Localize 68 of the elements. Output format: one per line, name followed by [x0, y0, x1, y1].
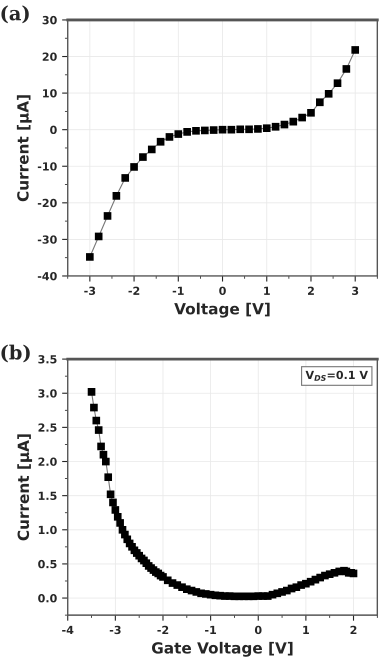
y-tick-label: 1.0 — [38, 526, 57, 534]
annotation: V$_{DS}$=0.1 V — [306, 370, 368, 381]
y-axis-title: Current [μA] — [17, 434, 32, 540]
y-tick-label: 20 — [42, 52, 57, 61]
x-tick-label: 2 — [308, 286, 314, 295]
point — [139, 153, 147, 161]
y-axis-title: Current [μA] — [16, 95, 32, 202]
y-tick-label: 0.0 — [38, 594, 57, 602]
x-axis-title: Voltage [V] — [174, 302, 270, 318]
x-tick-label: 1 — [264, 286, 270, 295]
point — [156, 138, 164, 146]
point — [272, 122, 280, 131]
x-tick-label: 1 — [303, 626, 309, 634]
y-tick-label: 30 — [42, 16, 57, 24]
point — [112, 192, 120, 200]
point — [342, 65, 350, 73]
point — [94, 232, 103, 240]
point — [121, 174, 130, 182]
y-tick-label: -40 — [38, 272, 57, 280]
point — [166, 133, 174, 141]
x-tick-label: -1 — [172, 286, 184, 295]
y-tick-label: 2.5 — [38, 423, 57, 432]
y-tick-label: 0.5 — [38, 560, 57, 568]
point — [245, 125, 253, 134]
y-tick-label: -10 — [38, 162, 57, 171]
y-tick-label: -20 — [38, 198, 57, 208]
point — [148, 146, 156, 154]
chart-title: (b) — [1, 344, 30, 362]
point — [289, 118, 298, 126]
x-tick-label: 0 — [254, 626, 262, 634]
point — [192, 126, 200, 135]
point — [316, 98, 324, 106]
point — [298, 114, 306, 122]
point — [130, 163, 138, 171]
point — [280, 120, 288, 128]
y-tick-label: 3.0 — [38, 389, 57, 398]
point — [254, 125, 262, 133]
x-axis-title: Gate Voltage [V] — [152, 642, 292, 657]
point — [334, 79, 342, 88]
x-tick-label: -3 — [110, 626, 121, 634]
point — [262, 124, 271, 132]
y-tick-label: -30 — [38, 235, 57, 244]
x-tick-label: -2 — [157, 626, 168, 634]
point — [307, 109, 315, 117]
point — [201, 126, 209, 134]
y-tick-label: 0 — [50, 126, 57, 134]
point — [210, 126, 218, 134]
point — [218, 126, 226, 134]
point — [236, 125, 244, 134]
x-tick-label: -3 — [84, 286, 96, 295]
x-tick-label: 3 — [352, 286, 358, 295]
point — [104, 212, 112, 220]
y-tick-label: 3.5 — [38, 355, 57, 364]
y-tick-label: 2.0 — [38, 457, 57, 466]
point — [228, 126, 236, 134]
y-tick-label: 1.5 — [38, 492, 57, 500]
point — [86, 253, 94, 261]
point — [183, 128, 191, 136]
point — [324, 90, 332, 98]
point — [351, 46, 360, 54]
x-tick-label: -1 — [205, 626, 216, 634]
y-tick-label: 10 — [43, 89, 57, 98]
x-tick-label: -2 — [128, 286, 140, 295]
x-tick-label: 0 — [219, 286, 226, 295]
x-tick-label: -4 — [62, 626, 74, 634]
chart-title: (a) — [1, 5, 29, 24]
point — [174, 130, 182, 138]
x-tick-label: 2 — [350, 626, 356, 634]
